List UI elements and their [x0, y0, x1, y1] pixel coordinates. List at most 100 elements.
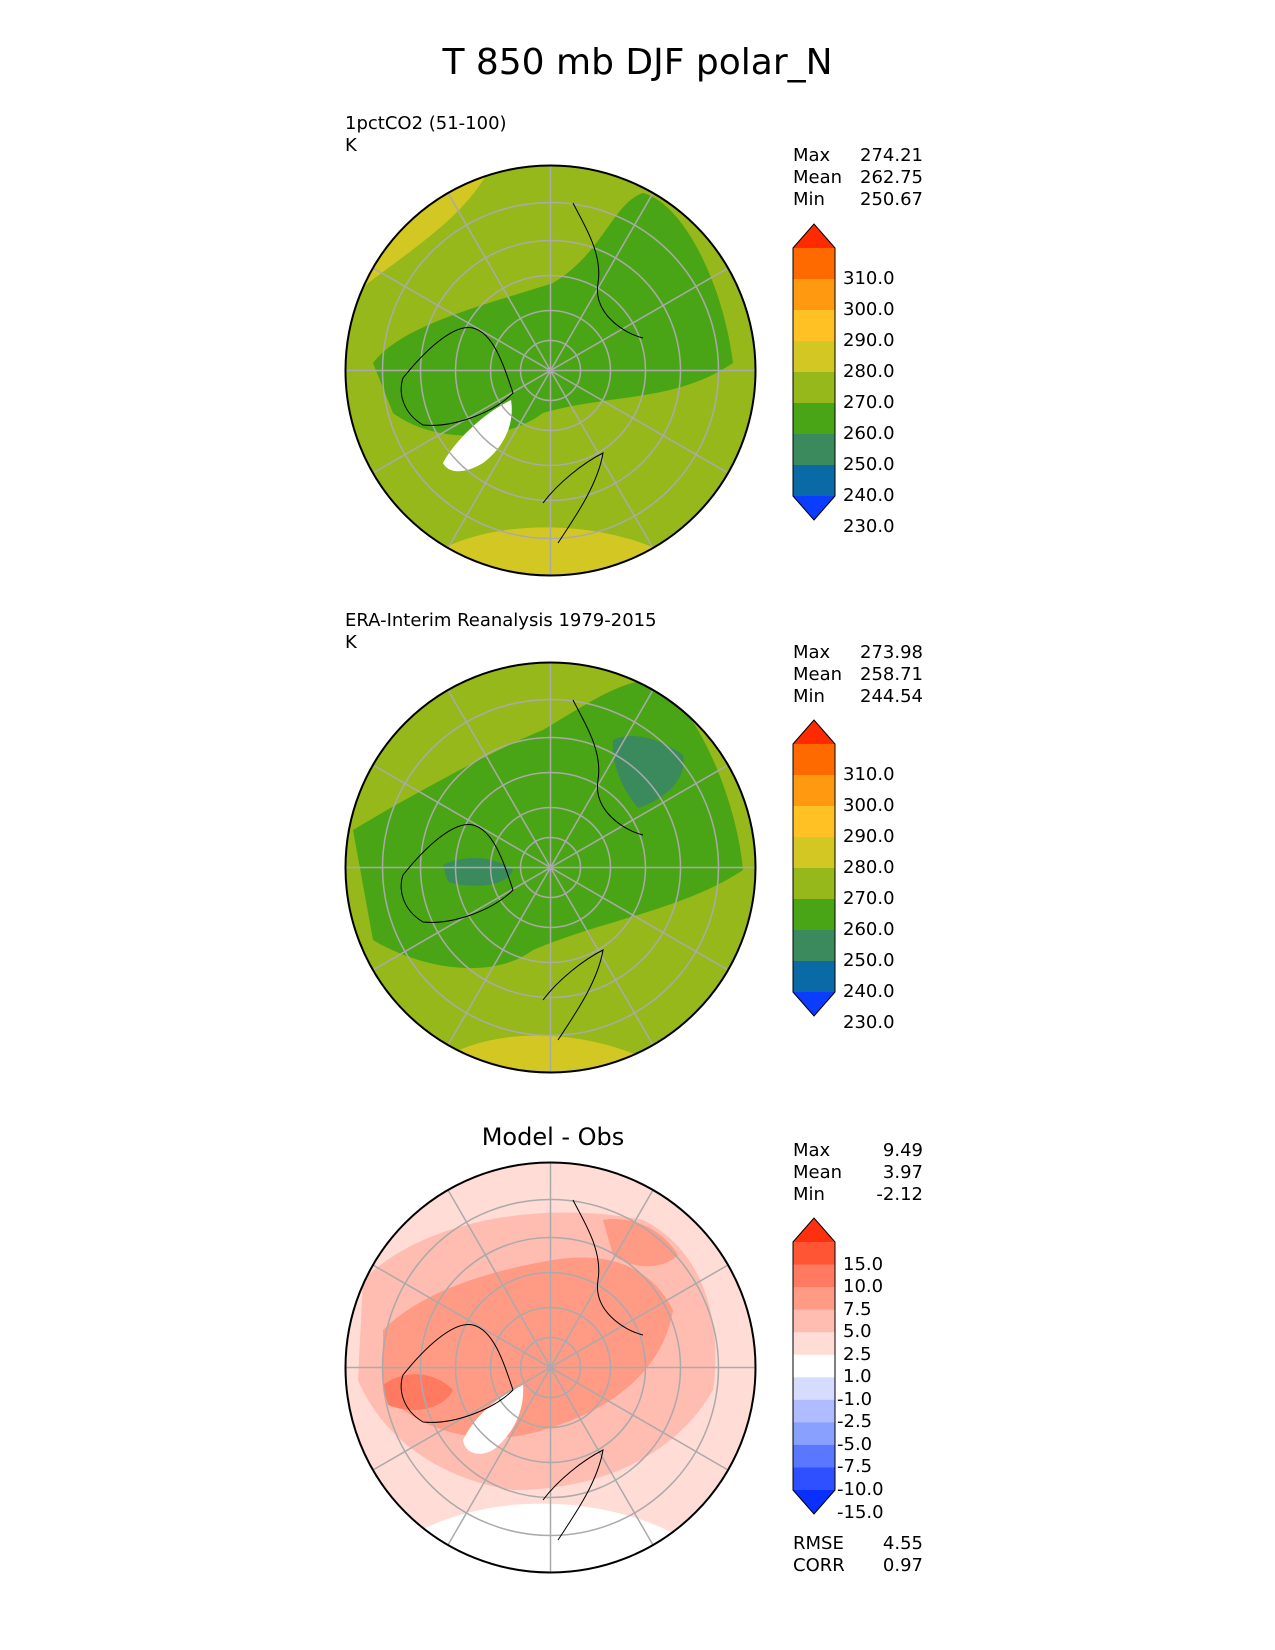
colorbar-tick-label: -10.0 — [837, 1479, 884, 1500]
stat-label: Min — [793, 686, 825, 707]
colorbar-segment — [793, 744, 835, 776]
panel2-polar-map — [344, 661, 757, 1074]
colorbar-extend-max — [793, 1218, 835, 1242]
colorbar-segment — [793, 403, 835, 435]
stat-value: 258.71 — [860, 664, 923, 685]
colorbar-extend-min — [793, 1490, 835, 1514]
colorbar-tick-label: -1.0 — [837, 1388, 873, 1410]
colorbar-tick-label: 15.0 — [843, 1253, 884, 1275]
panel2-colorbar: 310.0 300.0 290.0 280.0 270.0 260.0 250.0 240.0… — [792, 719, 895, 1033]
colorbar-segment — [793, 930, 835, 962]
stat-label: Max — [793, 1140, 831, 1161]
colorbar-tick-label: 310.0 — [843, 764, 895, 785]
colorbar-tick-label: 7.5 — [843, 1298, 872, 1320]
colorbar-tick-label: 230.0 — [843, 1012, 895, 1033]
panel2-coastlines — [400, 699, 644, 1041]
figure-title: T 850 mb DJF polar_N — [442, 42, 833, 83]
colorbar-segment — [793, 1332, 835, 1356]
colorbar-outline — [792, 1217, 836, 1515]
colorbar-segment — [793, 279, 835, 311]
stat-label: Mean — [793, 1162, 843, 1183]
panel1-greenland-mask — [443, 400, 512, 472]
panel1-units: K — [345, 135, 357, 156]
panel1-graticule — [345, 165, 756, 576]
colorbar-tick-label: 1.0 — [843, 1366, 872, 1388]
panel3-coastlines — [400, 1199, 644, 1541]
panel3-map-boundary — [344, 1161, 757, 1574]
colorbar-segment — [793, 372, 835, 404]
stat-label: Max — [793, 145, 831, 166]
colorbar-svg — [792, 719, 836, 1017]
panel2-title: ERA-Interim Reanalysis 1979-2015 K — [345, 610, 657, 654]
colorbar-segment — [793, 465, 835, 497]
panel2-units: K — [345, 632, 357, 653]
colorbar-tick-label: 290.0 — [843, 330, 895, 351]
colorbar-extend-min — [793, 496, 835, 520]
panel2-map-boundary — [344, 661, 757, 1074]
colorbar-tick-label: 250.0 — [843, 950, 895, 971]
stat-label: Mean — [793, 167, 843, 188]
colorbar-tick-label: 2.5 — [843, 1343, 872, 1365]
panel1-title: 1pctCO2 (51-100) K — [345, 113, 507, 157]
colorbar-tick-label: 270.0 — [843, 392, 895, 413]
stat-value: 250.67 — [860, 189, 923, 210]
panel3-metrics: RMSE 4.55 CORR 0.97 — [793, 1533, 923, 1577]
panel3-colorbar: 15.0 10.0 7.5 5.0 2.5 1.0 -1.0 -2.5 -5.0 -7.5 -10.… — [792, 1217, 884, 1523]
colorbar-segment — [793, 248, 835, 280]
colorbar-segment — [793, 868, 835, 900]
colorbar-segment — [793, 1467, 835, 1491]
colorbar-segment — [793, 1287, 835, 1311]
stat-value: 274.21 — [860, 145, 923, 166]
metric-value: 0.97 — [882, 1555, 923, 1576]
colorbar-tick-label: 250.0 — [843, 454, 895, 475]
stat-value: 244.54 — [860, 686, 923, 707]
colorbar-tick-label: 10.0 — [843, 1276, 884, 1298]
panel1-coastlines — [400, 202, 644, 544]
colorbar-segment — [793, 1309, 835, 1333]
colorbar-segment — [793, 1354, 835, 1378]
panel2-field-cold-canada — [443, 858, 513, 886]
metric-value: 4.55 — [882, 1533, 923, 1554]
colorbar-outline — [792, 223, 836, 521]
colorbar-tick-label: 280.0 — [843, 361, 895, 382]
colorbar-tick-label: 240.0 — [843, 485, 895, 506]
colorbar-segment — [793, 1422, 835, 1446]
panel3-graticule — [345, 1162, 756, 1573]
panel1-model-label: 1pctCO2 (51-100) — [345, 113, 507, 134]
colorbar-segment — [793, 837, 835, 869]
colorbar-segment — [793, 1242, 835, 1266]
colorbar-tick-label: 230.0 — [843, 516, 895, 537]
colorbar-tick-label: 310.0 — [843, 268, 895, 289]
colorbar-svg — [792, 223, 836, 521]
colorbar-tick-label: 290.0 — [843, 826, 895, 847]
colorbar-tick-label: 260.0 — [843, 423, 895, 444]
colorbar-tick-label: 300.0 — [843, 299, 895, 320]
panel2-obs-label: ERA-Interim Reanalysis 1979-2015 — [345, 610, 657, 631]
colorbar-segment — [793, 310, 835, 342]
colorbar-tick-label: 280.0 — [843, 857, 895, 878]
stat-label: Mean — [793, 664, 843, 685]
colorbar-tick-label: 270.0 — [843, 888, 895, 909]
panel1-stats: Max 274.21 Mean 262.75 Min 250.67 — [793, 145, 923, 211]
colorbar-tick-label: -2.5 — [837, 1411, 873, 1433]
panel1-map-boundary — [344, 164, 757, 577]
panel1-polar-map — [344, 164, 757, 577]
stat-value: -2.12 — [876, 1184, 923, 1205]
colorbar-tick-label: -15.0 — [837, 1501, 884, 1523]
colorbar-segment — [793, 899, 835, 931]
colorbar-tick-label: -7.5 — [837, 1456, 873, 1478]
stat-value: 3.97 — [882, 1162, 923, 1183]
panel2-field-cold-siberia — [612, 735, 684, 808]
panel1-field-cold-core — [373, 193, 733, 436]
panel3-title: Model - Obs — [481, 1123, 625, 1151]
stat-label: Min — [793, 189, 825, 210]
colorbar-extend-min — [793, 992, 835, 1016]
colorbar-segment — [793, 806, 835, 838]
metric-label: CORR — [793, 1555, 845, 1576]
colorbar-segment — [793, 775, 835, 807]
colorbar-segment — [793, 1444, 835, 1468]
panel2-graticule — [345, 662, 756, 1073]
colorbar-outline — [792, 719, 836, 1017]
stat-label: Min — [793, 1184, 825, 1205]
panel3-field-7-5 — [383, 1374, 453, 1410]
